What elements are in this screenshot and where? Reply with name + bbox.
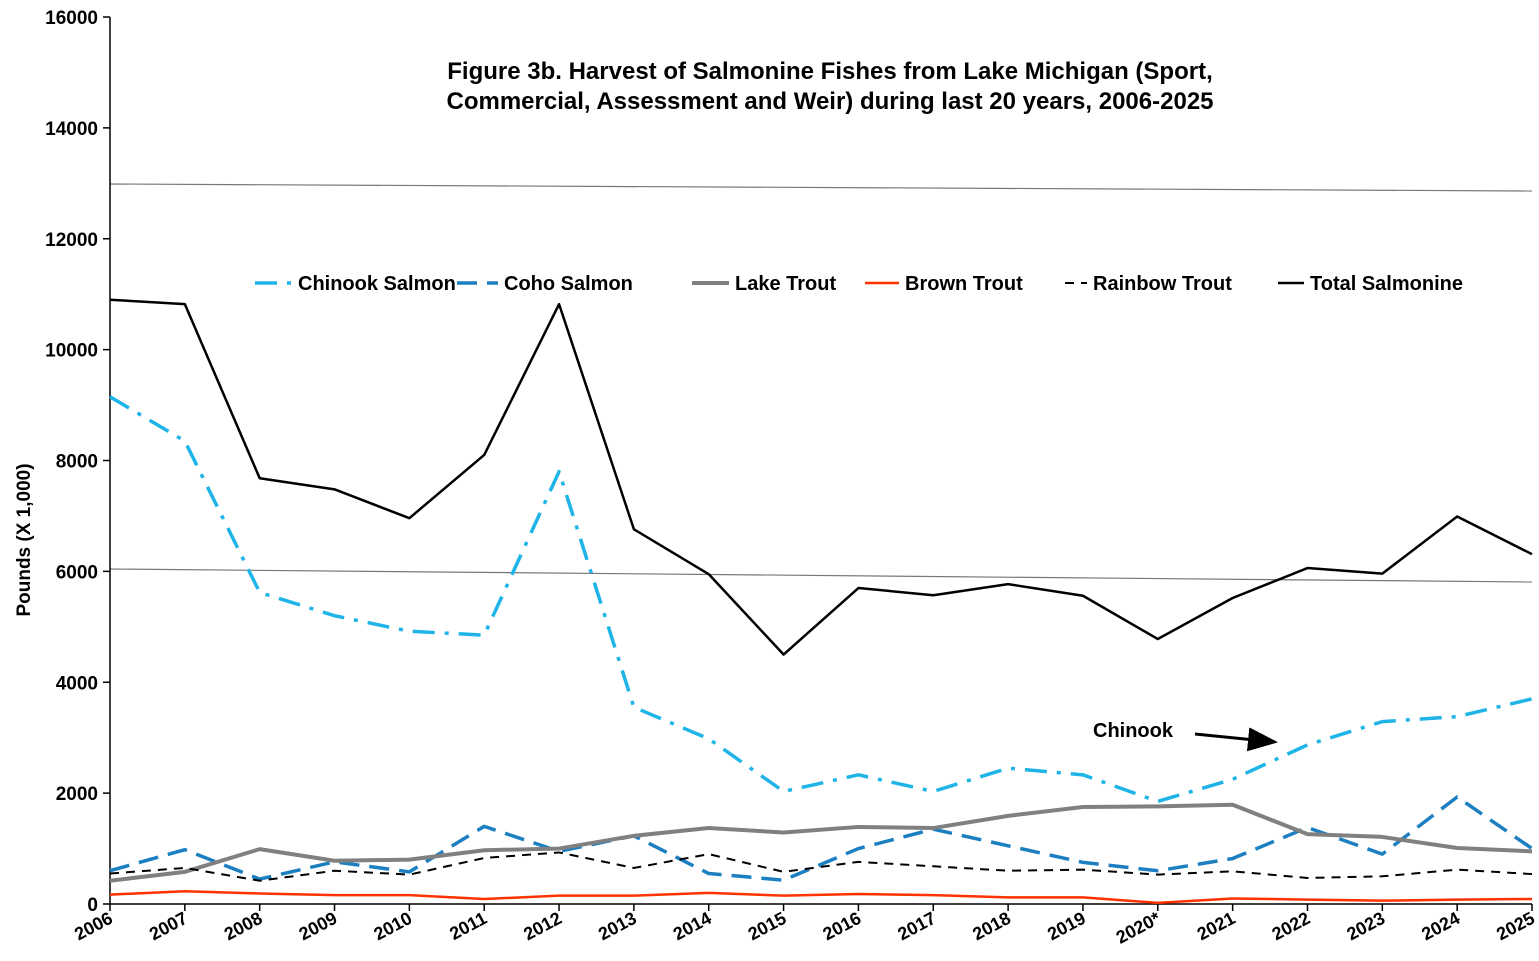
x-tick-label: 2020* <box>1113 908 1164 948</box>
y-tick-label: 16000 <box>45 8 98 29</box>
x-tick-label: 2022 <box>1269 908 1314 944</box>
y-tick-label: 2000 <box>56 784 98 805</box>
x-tick-label: 2017 <box>894 908 939 944</box>
x-tick-label: 2011 <box>446 908 490 944</box>
series-line <box>109 795 1533 882</box>
series-line <box>109 395 1533 804</box>
y-tick-label: 10000 <box>45 341 98 362</box>
series-line <box>109 889 1533 905</box>
x-tick-label: 2019 <box>1044 908 1089 944</box>
x-tick-label: 2014 <box>670 908 715 944</box>
x-tick-label: 2010 <box>370 908 415 944</box>
reference-line <box>109 183 1533 192</box>
x-tick-label: 2016 <box>820 908 865 944</box>
y-tick-label: 0 <box>87 895 98 916</box>
x-tick-label: 2025 <box>1493 908 1538 944</box>
x-tick-label: 2012 <box>520 908 565 944</box>
legend-label: Total Salmonine <box>1310 273 1463 295</box>
x-tick-label: 2009 <box>296 908 341 944</box>
x-tick-label: 2013 <box>595 908 640 944</box>
x-tick-label: 2007 <box>146 908 191 944</box>
y-tick-label: 4000 <box>56 673 98 694</box>
series-line <box>109 851 1533 882</box>
series-line <box>109 298 1533 656</box>
y-tick-label: 12000 <box>45 230 98 251</box>
x-tick-label: 2015 <box>745 908 790 944</box>
reference-line <box>109 568 1533 583</box>
annotation: Chinook <box>1093 720 1174 742</box>
chart-subtitle: Commercial, Assessment and Weir) during … <box>446 88 1213 115</box>
legend-label: Coho Salmon <box>504 273 633 295</box>
y-tick-label: 14000 <box>45 119 98 140</box>
chart-title: Figure 3b. Harvest of Salmonine Fishes f… <box>447 58 1212 85</box>
x-tick-label: 2023 <box>1343 908 1388 944</box>
legend-label: Rainbow Trout <box>1093 273 1232 295</box>
series-line <box>109 802 1533 883</box>
legend-label: Lake Trout <box>735 273 836 295</box>
y-tick-label: 8000 <box>56 452 98 473</box>
legend-label: Brown Trout <box>905 273 1023 295</box>
y-axis-label: Pounds (X 1,000) <box>14 463 35 616</box>
x-tick-label: 2021 <box>1194 908 1239 944</box>
x-tick-label: 2008 <box>221 908 266 944</box>
y-tick-label: 6000 <box>56 562 98 583</box>
x-tick-label: 2024 <box>1418 908 1463 944</box>
legend-label: Chinook Salmon <box>298 273 456 295</box>
x-tick-label: 2018 <box>969 908 1014 944</box>
annotation-arrow <box>1194 727 1278 752</box>
